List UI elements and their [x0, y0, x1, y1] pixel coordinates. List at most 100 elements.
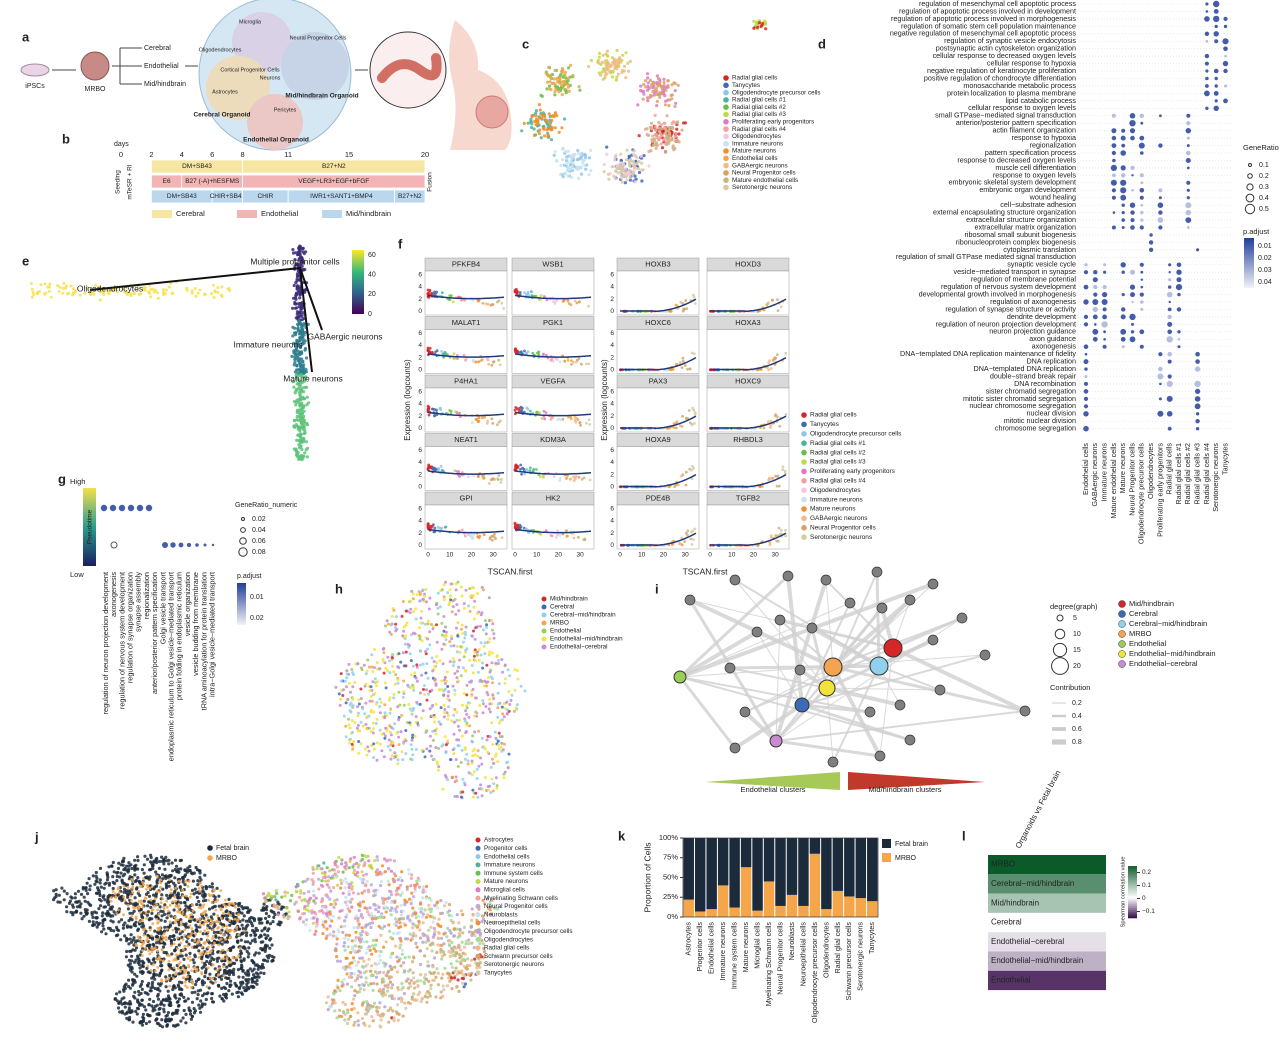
decorative-dot: [472, 796, 475, 799]
decorative-dot: [442, 662, 445, 665]
legend-key: [542, 597, 547, 602]
decorative-dot: [115, 992, 118, 995]
decorative-dot: [426, 648, 429, 651]
decorative-dot: [1157, 411, 1163, 417]
facet-title: VEGFA: [540, 376, 565, 385]
decorative-dot: [629, 60, 632, 63]
decorative-dot: [503, 743, 506, 746]
decorative-dot: [1112, 143, 1117, 148]
label: Endothelial Organoid: [243, 137, 309, 144]
facet-panel: [617, 388, 699, 432]
decorative-dot: [246, 911, 249, 914]
decorative-dot: [433, 414, 436, 417]
decorative-dot: [293, 301, 296, 304]
decorative-dot: [197, 949, 200, 952]
legend-key: [723, 83, 729, 89]
decorative-dot: [490, 778, 493, 781]
decorative-dot: [426, 638, 429, 641]
y-tick-label: 0: [610, 367, 614, 374]
decorative-dot: [489, 735, 492, 738]
decorative-dot: [147, 290, 150, 293]
label: Radial glial cells: [732, 75, 777, 82]
decorative-dot: [634, 155, 637, 158]
decorative-dot: [540, 136, 543, 139]
decorative-dot: [1131, 218, 1135, 222]
decorative-dot: [69, 895, 72, 898]
decorative-dot: [1168, 427, 1172, 431]
category-label: Radial glial cells: [1165, 443, 1174, 495]
decorative-dot: [681, 415, 684, 418]
label: 0.4: [1259, 195, 1269, 202]
decorative-dot: [574, 416, 577, 419]
decorative-dot: [415, 715, 418, 718]
decorative-dot: [545, 411, 548, 414]
decorative-dot: [567, 66, 570, 69]
decorative-dot: [644, 79, 647, 82]
decorative-dot: [228, 973, 231, 976]
decorative-dot: [65, 905, 68, 908]
day-tick: 0: [119, 150, 123, 159]
decorative-dot: [576, 149, 579, 152]
decorative-dot: [501, 536, 504, 539]
decorative-dot: [187, 543, 191, 547]
decorative-dot: [420, 610, 423, 613]
decorative-dot: [183, 901, 186, 904]
decorative-dot: [491, 629, 494, 632]
y-tick-label: 2: [418, 471, 422, 478]
decorative-dot: [394, 623, 397, 626]
decorative-dot: [210, 915, 213, 918]
decorative-dot: [175, 930, 178, 933]
decorative-dot: [79, 294, 82, 297]
decorative-dot: [482, 476, 485, 479]
decorative-dot: [501, 712, 504, 715]
size-key: [242, 518, 245, 521]
decorative-dot: [412, 592, 415, 595]
decorative-dot: [1102, 292, 1107, 297]
decorative-dot: [1129, 120, 1135, 126]
label: 40: [368, 271, 376, 278]
decorative-dot: [394, 626, 397, 629]
decorative-dot: [685, 471, 688, 474]
y-tick-label: 6: [610, 447, 614, 454]
decorative-dot: [668, 132, 671, 135]
decorative-dot: [383, 716, 386, 719]
decorative-dot: [535, 468, 538, 471]
decorative-dot: [1083, 426, 1089, 432]
y-tick-label: 2: [610, 471, 614, 478]
decorative-dot: [427, 526, 430, 529]
label: Cerebral: [550, 604, 574, 611]
decorative-dot: [420, 674, 423, 677]
decorative-dot: [525, 352, 528, 355]
decorative-dot: [662, 78, 665, 81]
decorative-dot: [415, 618, 418, 621]
decorative-dot: [366, 659, 369, 662]
decorative-dot: [453, 708, 456, 711]
label: Mid/hindbrain: [144, 81, 186, 88]
decorative-dot: [406, 621, 409, 624]
colorbar: [352, 250, 364, 314]
decorative-dot: [674, 139, 677, 142]
decorative-dot: [1084, 389, 1089, 394]
decorative-dot: [1129, 314, 1135, 320]
decorative-dot: [521, 407, 524, 410]
decorative-dot: [464, 359, 467, 362]
decorative-dot: [473, 731, 476, 734]
panel-letter: i: [655, 581, 659, 596]
decorative-dot: [465, 713, 468, 716]
decorative-dot: [498, 682, 501, 685]
decorative-dot: [227, 977, 230, 980]
decorative-dot: [403, 704, 406, 707]
decorative-dot: [477, 765, 480, 768]
decorative-dot: [549, 122, 552, 125]
decorative-dot: [351, 743, 354, 746]
decorative-dot: [432, 627, 435, 630]
decorative-dot: [374, 692, 377, 695]
decorative-dot: [440, 350, 443, 353]
decorative-dot: [427, 620, 430, 623]
decorative-dot: [390, 733, 393, 736]
x-tick-label: 0: [618, 552, 622, 559]
legend-key: [801, 487, 807, 493]
decorative-dot: [553, 475, 556, 478]
decorative-dot: [419, 692, 422, 695]
decorative-dot: [345, 676, 348, 679]
